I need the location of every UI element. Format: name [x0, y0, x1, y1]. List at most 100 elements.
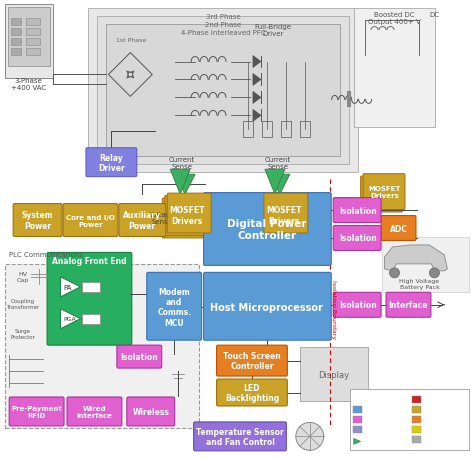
Text: Power: Power [423, 407, 442, 412]
FancyBboxPatch shape [26, 49, 40, 56]
Text: Coupling
Transformer: Coupling Transformer [6, 299, 39, 309]
Polygon shape [170, 170, 190, 195]
Text: Current
Sense: Current Sense [169, 157, 195, 169]
Text: ADC: ADC [390, 224, 408, 233]
Text: MOSFET
Drivers: MOSFET Drivers [368, 185, 401, 198]
Text: Processor: Processor [364, 407, 394, 412]
FancyBboxPatch shape [217, 345, 287, 376]
FancyBboxPatch shape [382, 237, 469, 292]
FancyBboxPatch shape [217, 379, 287, 406]
FancyBboxPatch shape [333, 226, 381, 251]
Text: ADC/DAC: ADC/DAC [423, 417, 452, 422]
FancyBboxPatch shape [381, 216, 416, 241]
Text: Voltage
Sense: Voltage Sense [149, 211, 175, 224]
FancyBboxPatch shape [165, 196, 209, 236]
Polygon shape [175, 175, 195, 195]
Polygon shape [384, 246, 447, 271]
FancyBboxPatch shape [63, 204, 118, 237]
FancyBboxPatch shape [13, 204, 62, 237]
FancyBboxPatch shape [98, 17, 349, 165]
Text: Current
Sense: Current Sense [265, 157, 291, 169]
Text: Modem
and
Comms.
MCU: Modem and Comms. MCU [157, 287, 191, 327]
FancyBboxPatch shape [194, 422, 286, 451]
Text: Temperature Sensor
and Fan Control: Temperature Sensor and Fan Control [196, 427, 284, 446]
FancyBboxPatch shape [333, 198, 381, 223]
Text: Wireless: Wireless [133, 407, 170, 416]
Polygon shape [354, 438, 361, 444]
FancyBboxPatch shape [117, 345, 162, 368]
FancyBboxPatch shape [5, 264, 199, 428]
FancyBboxPatch shape [5, 5, 53, 79]
Bar [412, 407, 421, 414]
Text: Isolation: Isolation [339, 206, 376, 215]
Text: Amplifier: Amplifier [364, 437, 392, 442]
Bar [412, 416, 421, 424]
FancyBboxPatch shape [300, 347, 368, 402]
Text: Isolation: Isolation [339, 234, 376, 243]
Text: Pre-Payment
RFID: Pre-Payment RFID [11, 405, 62, 418]
FancyBboxPatch shape [8, 8, 50, 67]
FancyBboxPatch shape [350, 389, 469, 450]
FancyBboxPatch shape [86, 148, 137, 177]
FancyBboxPatch shape [11, 39, 21, 45]
Bar [353, 426, 362, 433]
Text: Interface: Interface [389, 301, 428, 310]
Polygon shape [253, 56, 261, 68]
Circle shape [429, 269, 439, 278]
FancyBboxPatch shape [11, 28, 21, 35]
Text: 4-Phase Interleaved PFC: 4-Phase Interleaved PFC [181, 29, 265, 35]
FancyBboxPatch shape [67, 397, 122, 426]
FancyBboxPatch shape [204, 273, 331, 341]
Bar [353, 407, 362, 414]
Text: Isolation: Isolation [120, 353, 158, 361]
Text: 1st Phase: 1st Phase [116, 38, 146, 43]
Polygon shape [253, 92, 261, 104]
Text: PGA: PGA [64, 317, 76, 321]
Text: Logic: Logic [423, 397, 440, 402]
FancyBboxPatch shape [119, 204, 166, 237]
FancyBboxPatch shape [264, 194, 308, 234]
Bar [353, 416, 362, 424]
FancyBboxPatch shape [262, 196, 305, 236]
Text: Host Microprocessor: Host Microprocessor [210, 302, 323, 312]
Text: Clocks: Clocks [423, 427, 444, 432]
Text: Touch Screen
Controller: Touch Screen Controller [223, 351, 281, 370]
Bar [412, 437, 421, 443]
FancyBboxPatch shape [9, 397, 64, 426]
FancyBboxPatch shape [26, 19, 40, 26]
Text: Isolation: Isolation [339, 301, 376, 310]
Polygon shape [61, 309, 81, 329]
Text: Relay
Driver: Relay Driver [98, 153, 125, 173]
FancyBboxPatch shape [354, 9, 436, 128]
Text: Isolation Boundary: Isolation Boundary [331, 280, 336, 339]
Text: Boosted DC
Output 400+ V: Boosted DC Output 400+ V [368, 12, 421, 25]
FancyBboxPatch shape [26, 39, 40, 45]
Text: 2nd Phase: 2nd Phase [205, 22, 241, 28]
Polygon shape [253, 110, 261, 122]
Text: System
Power: System Power [22, 211, 54, 230]
Text: 3rd Phase: 3rd Phase [206, 14, 240, 20]
Bar [412, 397, 421, 403]
Polygon shape [61, 277, 81, 297]
Text: LED
Backlighting: LED Backlighting [225, 383, 279, 403]
Text: Digital Power
Controller: Digital Power Controller [227, 219, 307, 240]
Text: HV
Cap: HV Cap [17, 272, 29, 283]
FancyBboxPatch shape [204, 193, 331, 266]
FancyBboxPatch shape [106, 25, 340, 157]
FancyBboxPatch shape [82, 314, 100, 324]
FancyBboxPatch shape [11, 19, 21, 26]
Text: Other: Other [423, 437, 441, 442]
Circle shape [390, 269, 400, 278]
FancyBboxPatch shape [361, 177, 402, 213]
FancyBboxPatch shape [167, 194, 211, 234]
Bar [412, 426, 421, 433]
FancyBboxPatch shape [333, 293, 381, 318]
Text: DC: DC [429, 11, 439, 17]
Text: MOSFET
Drivers: MOSFET Drivers [266, 206, 301, 225]
Polygon shape [270, 175, 290, 195]
Text: LEGEND: LEGEND [362, 392, 397, 401]
Text: Wired
Interface: Wired Interface [76, 405, 112, 418]
Text: PLC Communications: PLC Communications [9, 252, 82, 257]
FancyBboxPatch shape [259, 199, 303, 239]
Text: High Voltage
Battery Pack: High Voltage Battery Pack [400, 279, 439, 290]
